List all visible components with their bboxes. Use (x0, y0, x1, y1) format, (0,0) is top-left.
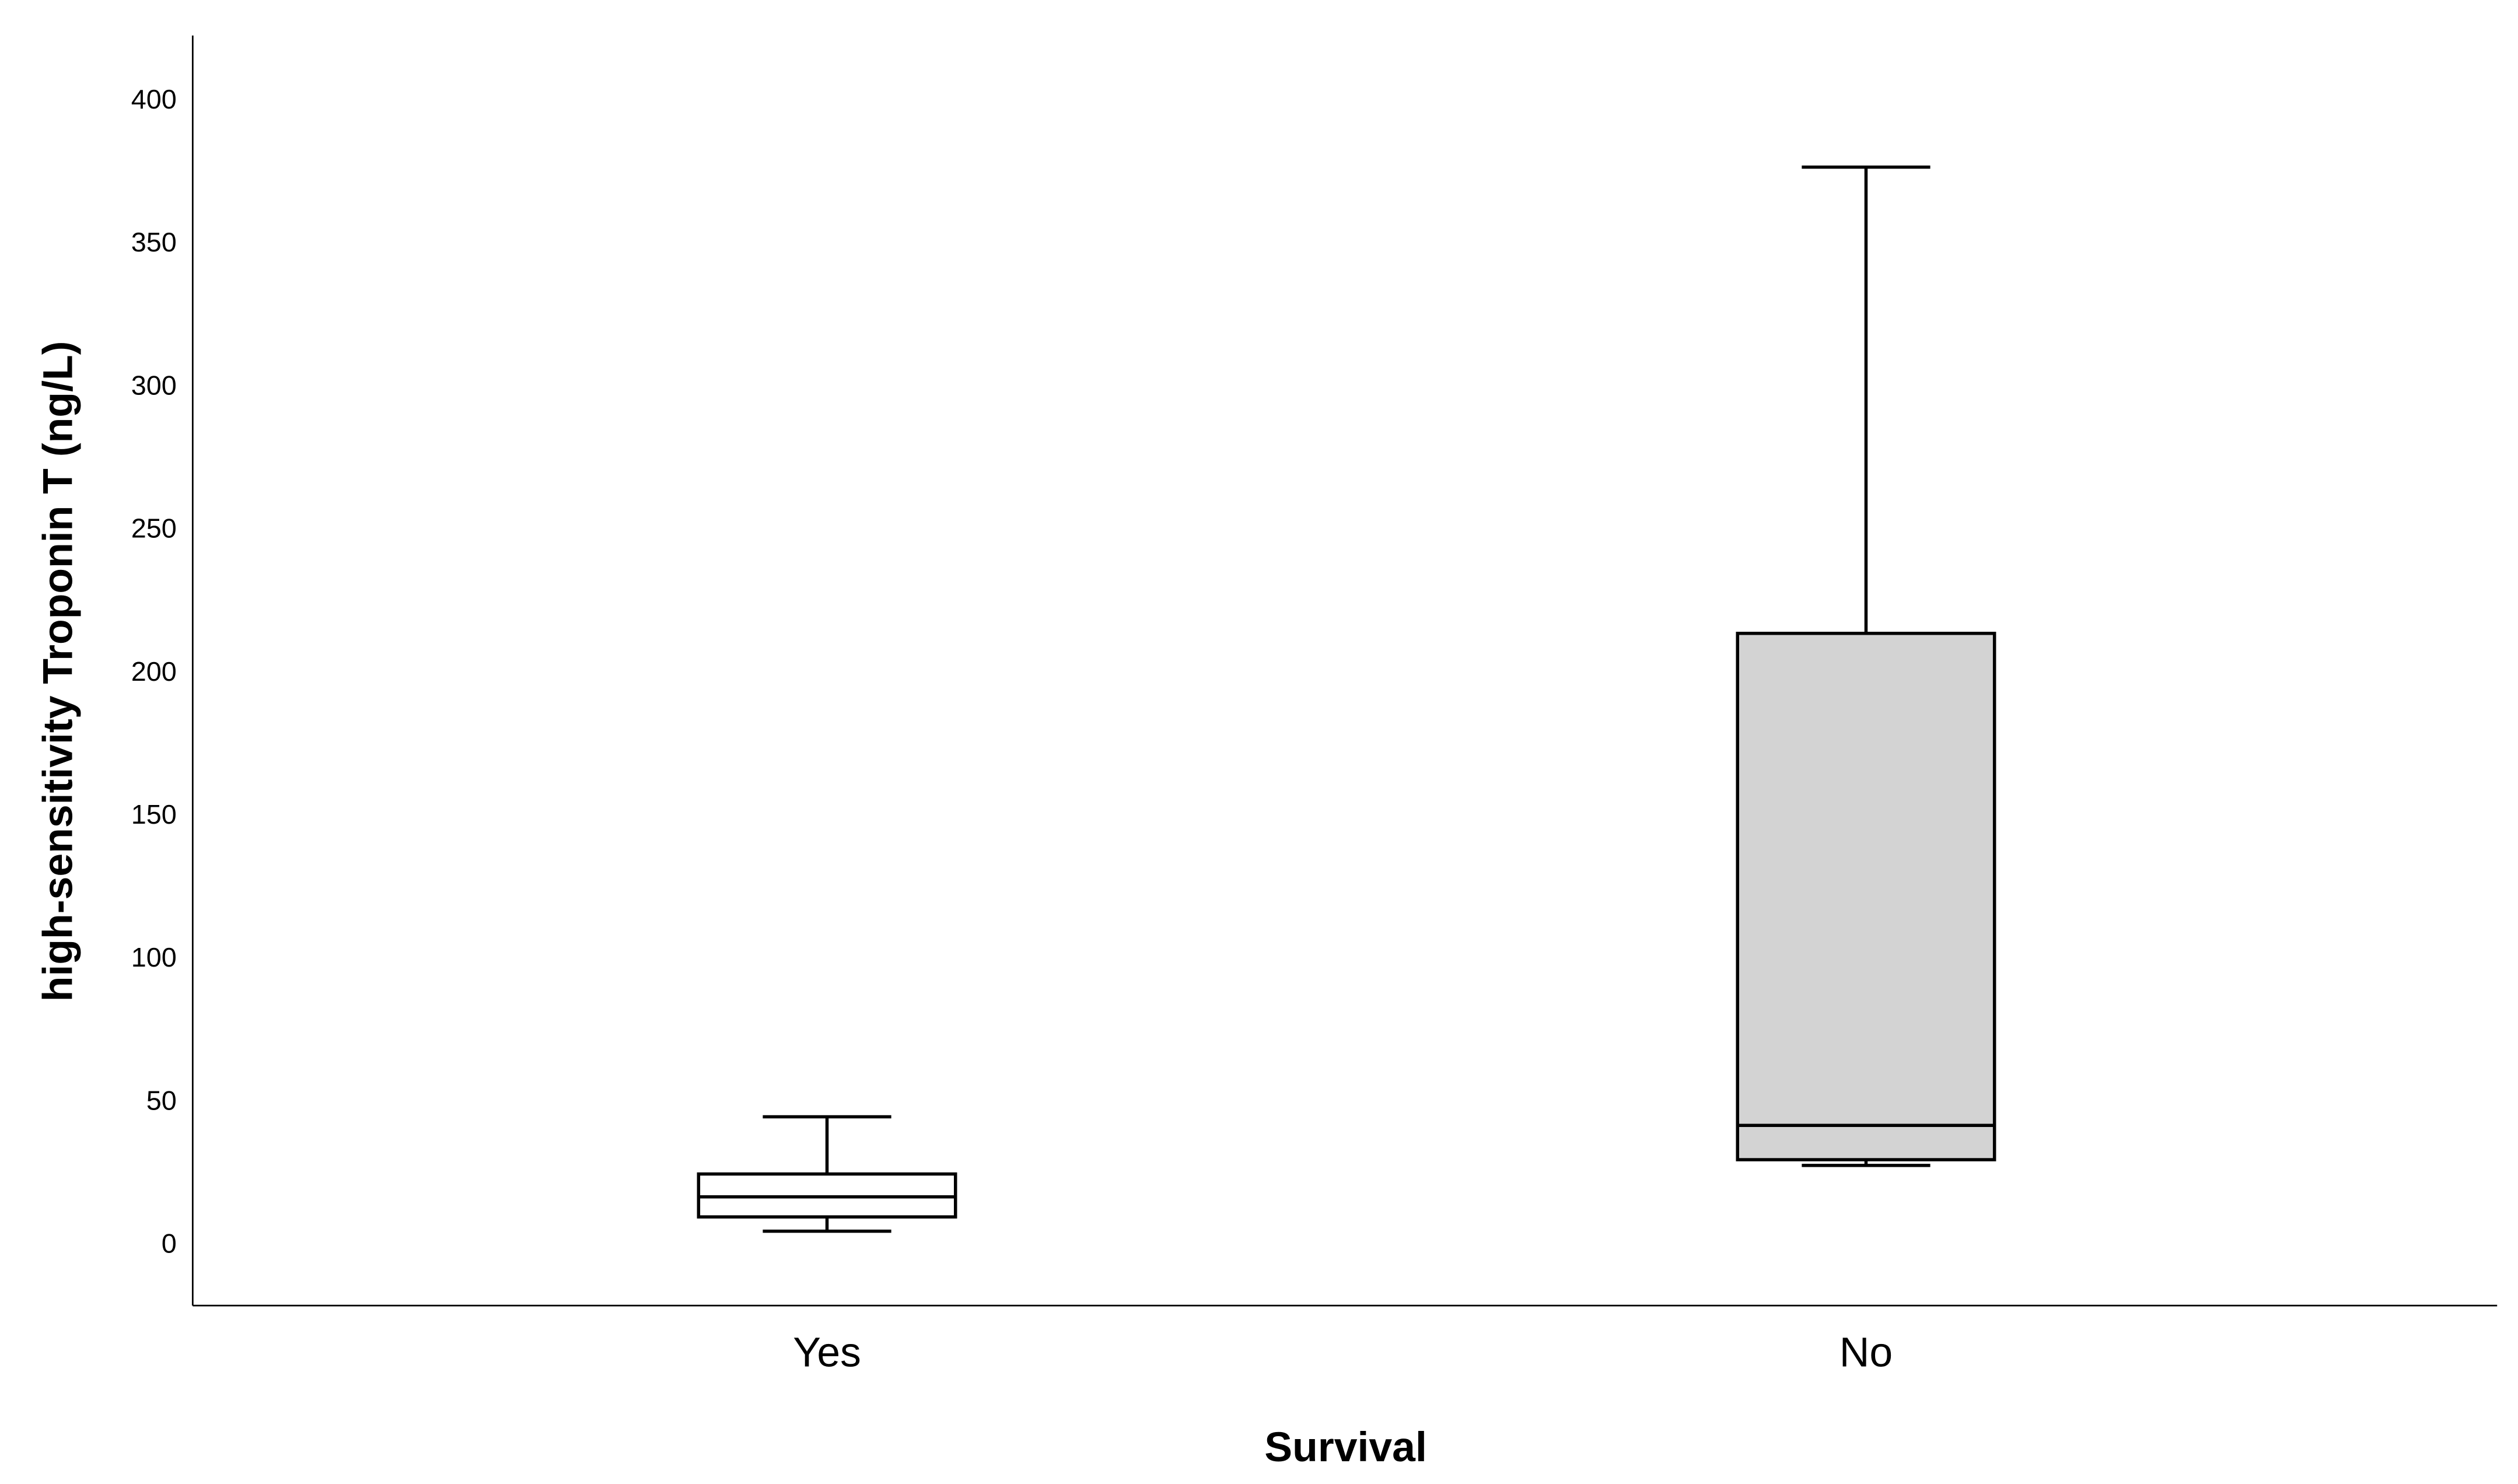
y-tick-label: 350 (131, 227, 177, 257)
x-axis-title: Survival (1264, 1424, 1426, 1471)
y-tick-label: 400 (131, 84, 177, 114)
y-tick-label: 150 (131, 799, 177, 830)
y-tick-label: 300 (131, 370, 177, 400)
y-tick-label: 200 (131, 656, 177, 687)
y-tick-label: 250 (131, 513, 177, 544)
y-tick-label: 50 (146, 1085, 177, 1115)
y-tick-label: 100 (131, 942, 177, 972)
x-tick-label: Yes (793, 1329, 861, 1376)
y-axis-title: high-sensitivity Troponin T (ng/L) (35, 341, 82, 1002)
box (1736, 632, 1996, 1161)
y-tick-label: 0 (162, 1228, 177, 1259)
x-tick-label: No (1839, 1329, 1893, 1376)
